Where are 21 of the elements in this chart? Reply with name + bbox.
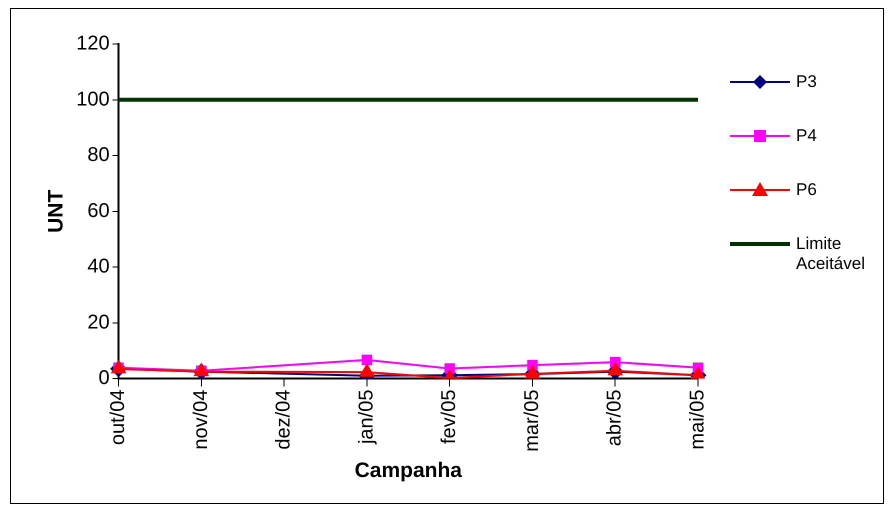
legend-label: P3: [796, 72, 817, 92]
x-tick-label: mai/05: [686, 390, 709, 450]
y-tick-label: 40: [87, 256, 110, 278]
y-axis-title: UNT: [44, 190, 68, 233]
y-tick-label: 20: [87, 311, 110, 334]
y-tick-label: 0: [98, 367, 110, 390]
x-axis-title: Campanha: [354, 459, 462, 482]
x-tick-label: dez/04: [272, 390, 295, 450]
x-tick-label: abr/05: [604, 390, 626, 446]
x-tick-label: mar/05: [520, 390, 543, 452]
legend-label: P4: [796, 126, 817, 146]
legend-label: Limite Aceitável: [796, 234, 866, 274]
x-tick-label: out/04: [107, 390, 130, 446]
legend-label: P6: [796, 180, 817, 200]
y-tick-label: 120: [76, 32, 110, 55]
y-tick-label: 100: [76, 88, 110, 110]
y-tick-label: 80: [87, 144, 110, 166]
x-tick-label: nov/04: [190, 390, 212, 450]
x-tick-label: jan/05: [355, 390, 378, 446]
y-tick-label: 60: [87, 200, 110, 222]
x-tick-label: fev/05: [438, 390, 460, 444]
